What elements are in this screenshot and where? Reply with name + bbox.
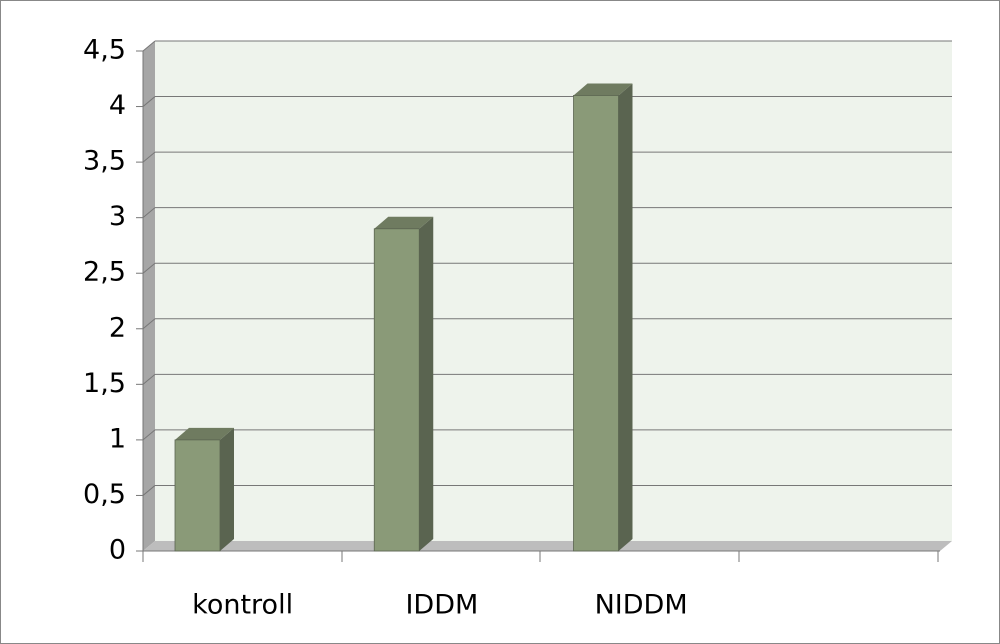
x-tick-label: IDDM [405,590,478,621]
bar-side [618,83,633,551]
side-grid-line [142,373,156,385]
y-tick-label: 3 [109,201,126,232]
bar [174,439,221,552]
y-tick-label: 1 [109,423,126,454]
y-tick-label: 3,5 [83,146,126,177]
bar [573,95,619,552]
bar-top [175,427,234,440]
side-grid-line [142,151,156,163]
y-tick-label: 0 [109,535,126,566]
side-grid-line [142,318,156,330]
bar-top [374,216,434,229]
side-grid-line [142,262,156,274]
side-grid-line [142,429,156,441]
side-grid-line [142,485,156,496]
y-tick-label: 2 [109,312,126,343]
y-tick-label: 4,5 [83,35,126,66]
side-grid-line [142,96,156,107]
side-grid-line [142,40,156,52]
y-tick-label: 4 [109,90,126,121]
bar-side [419,216,434,551]
y-tick-label: 0,5 [83,479,126,510]
x-tick-label: kontroll [192,590,293,621]
y-tick-label: 2,5 [83,257,126,288]
bar-top [573,83,633,96]
bar [373,228,420,552]
floor [143,541,952,551]
category-separators [142,551,939,562]
side-grid-line [142,207,156,219]
x-tick-label: NIDDM [595,590,688,621]
side-wall [143,41,155,551]
y-tick-label: 1,5 [83,368,126,399]
back-wall [155,41,952,541]
bar-side [220,427,234,551]
